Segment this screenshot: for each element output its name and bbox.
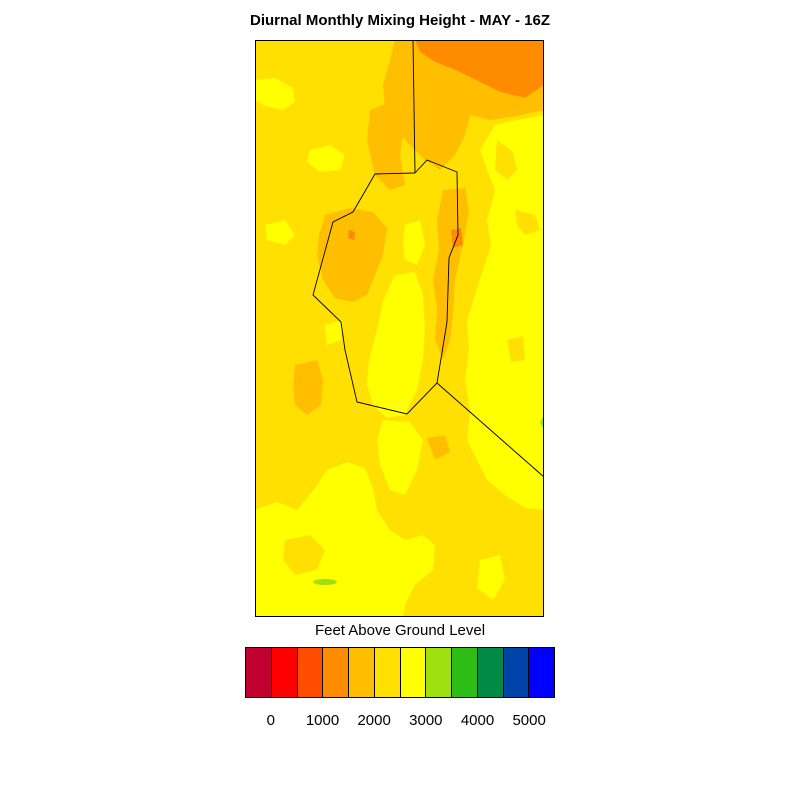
contour-dark-orange-ne: [415, 40, 544, 98]
legend-tick-label: 5000: [512, 712, 546, 729]
legend-swatch: [426, 648, 452, 697]
contour-orange-ne: [383, 40, 544, 170]
contour-orange-south: [427, 435, 450, 460]
legend-tick-label: 2000: [357, 712, 391, 729]
map-border: [255, 40, 544, 617]
contour-light-west-3: [325, 320, 343, 345]
legend-swatch: [400, 648, 427, 697]
legend-swatch: [477, 648, 504, 697]
legend-swatch: [374, 648, 401, 697]
contour-dark-orange-dot: [348, 230, 355, 240]
mixing-height-map: [255, 40, 544, 617]
chart-title: Diurnal Monthly Mixing Height - MAY - 16…: [249, 12, 550, 29]
legend-swatch: [349, 648, 375, 697]
legend-tick-label: 1000: [305, 712, 340, 729]
legend-swatch: [246, 648, 272, 697]
contour-orange-sw: [293, 360, 323, 415]
contour-base-east-notch: [495, 140, 517, 180]
legend-swatch: [529, 648, 554, 697]
contour-light-north: [403, 220, 425, 265]
contour-light-nw: [255, 78, 295, 110]
boundary-north-line: [412, 40, 416, 174]
legend-swatch: [271, 648, 298, 697]
legend-tick-label: 0: [266, 712, 275, 729]
color-legend-bar: [245, 647, 555, 698]
lake-boundary: [312, 159, 459, 415]
legend-swatch: [323, 648, 349, 697]
contour-base-east-notch-2: [515, 210, 540, 235]
contour-light-west-2: [265, 220, 295, 245]
legend-tick-label: 3000: [409, 712, 443, 729]
contour-light-west-mid: [307, 145, 345, 172]
legend-swatch: [503, 648, 530, 697]
boundary-lines: [312, 40, 544, 478]
boundary-diagonal-line: [436, 382, 544, 478]
contour-orange-central-west: [317, 208, 387, 302]
contour-light-south: [255, 462, 435, 617]
legend-swatch: [452, 648, 478, 697]
contour-light-central: [367, 272, 425, 418]
contour-light-south-center: [377, 420, 423, 495]
contour-green-patch: [313, 579, 337, 585]
legend-swatch: [297, 648, 324, 697]
legend-tick-label: 4000: [460, 712, 495, 729]
contour-base-south-notch: [283, 535, 325, 575]
contour-base-east-notch-3: [507, 336, 525, 362]
legend-title: Feet Above Ground Level: [314, 622, 486, 639]
contour-orange-north: [367, 100, 405, 190]
contour-light-south-east: [477, 555, 505, 600]
